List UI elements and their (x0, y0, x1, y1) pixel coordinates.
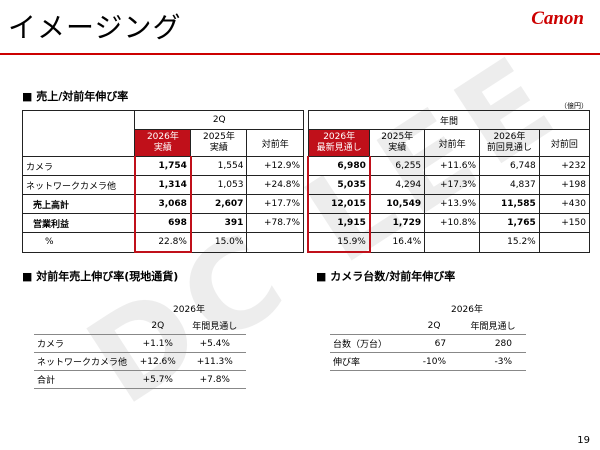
col-header: 年間見通し (460, 317, 526, 335)
cell: 280 (460, 334, 526, 353)
row-label: カメラ (34, 334, 132, 353)
cell: +17.7% (246, 194, 305, 214)
table-row: 台数（万台） 67 280 (330, 334, 526, 353)
row-label: ネットワークカメラ他 (34, 352, 132, 371)
cell: +5.4% (183, 334, 246, 353)
cell: +430 (538, 194, 591, 214)
cell (424, 232, 481, 253)
cell: -10% (408, 352, 461, 371)
cell: 1,729 (369, 213, 426, 233)
cell: +12.6% (132, 352, 184, 371)
row-label: カメラ (21, 156, 136, 176)
cell: 4,837 (479, 175, 540, 195)
cell: 6,748 (479, 156, 540, 176)
cell: 1,754 (133, 156, 192, 176)
cell: +17.3% (424, 175, 481, 195)
page-title: イメージング (8, 11, 182, 44)
cell: 22.8% (133, 232, 192, 253)
cell: 6,980 (307, 156, 371, 176)
cell: 5,035 (307, 175, 371, 195)
year-header: 2026年 (173, 305, 205, 315)
row-label: 合計 (34, 370, 132, 389)
cell: +150 (538, 213, 591, 233)
col-header: 2025年 実績 (369, 129, 426, 157)
cell: 11,585 (479, 194, 540, 214)
col-header: 年間見通し (183, 317, 246, 335)
cell: 1,765 (479, 213, 540, 233)
section-heading-camera-units: ■ カメラ台数/対前年伸び率 (316, 270, 456, 283)
table-row: カメラ +1.1% +5.4% (34, 334, 246, 353)
camera-units-table: 2026年 2Q 年間見通し 台数（万台） 67 280 伸び率 -10% -3… (330, 300, 526, 371)
sales-table-corner (21, 110, 136, 157)
cell: 6,255 (369, 156, 426, 176)
cell: 10,549 (369, 194, 426, 214)
table-row: 伸び率 -10% -3% (330, 352, 526, 371)
cell: +11.3% (183, 352, 246, 371)
cell (246, 232, 305, 253)
table-row: % 22.8% 15.0% 15.9% 16.4% 15.2% (21, 232, 591, 253)
cell (538, 232, 591, 253)
cell: +5.7% (132, 370, 184, 389)
table-row: 売上高計 3,068 2,607 +17.7% 12,015 10,549 +1… (21, 194, 591, 214)
cell: 698 (133, 213, 192, 233)
col-header: 2025年 実績 (190, 129, 248, 157)
cell: -3% (460, 352, 526, 371)
cell: 15.2% (479, 232, 540, 253)
row-label: 台数（万台） (330, 334, 408, 353)
cell: 1,554 (190, 156, 248, 176)
row-label: 伸び率 (330, 352, 408, 371)
section-heading-sales: ■ 売上/対前年伸び率 (22, 90, 129, 103)
page-number: 19 (577, 435, 590, 446)
cell: 15.0% (190, 232, 248, 253)
cell: +11.6% (424, 156, 481, 176)
col-header: 対前年 (424, 129, 481, 157)
col-header: 対前回 (538, 129, 591, 157)
local-currency-table: 2026年 2Q 年間見通し カメラ +1.1% +5.4% ネットワークカメラ… (34, 300, 246, 389)
row-label: ネットワークカメラ他 (21, 175, 136, 195)
row-label: 売上高計 (21, 194, 136, 214)
col-header: 対前年 (246, 129, 305, 157)
canon-logo: Canon (531, 8, 584, 29)
cell: 3,068 (133, 194, 192, 214)
row-label: % (21, 232, 136, 253)
cell: 1,053 (190, 175, 248, 195)
cell: 1,314 (133, 175, 192, 195)
table-row: 営業利益 698 391 +78.7% 1,915 1,729 +10.8% 1… (21, 213, 591, 233)
cell: 16.4% (369, 232, 426, 253)
cell: 4,294 (369, 175, 426, 195)
col-header: 2Q (408, 317, 461, 335)
table-row: 合計 +5.7% +7.8% (34, 370, 246, 389)
cell: +232 (538, 156, 591, 176)
cell: +1.1% (132, 334, 184, 353)
cell: 2,607 (190, 194, 248, 214)
cell: +12.9% (246, 156, 305, 176)
cell: +7.8% (183, 370, 246, 389)
cell: 391 (190, 213, 248, 233)
col-header: 2Q (132, 317, 184, 335)
table-row: カメラ 1,754 1,554 +12.9% 6,980 6,255 +11.6… (21, 156, 591, 176)
cell: +10.8% (424, 213, 481, 233)
group-2q-header: 2Q (134, 110, 305, 130)
sales-table: 2Q 年間 2026年 実績 2025年 実績 対前年 2026年 最新見通し … (21, 110, 591, 253)
col-header: 2026年 前回見通し (479, 129, 540, 157)
cell: +198 (538, 175, 591, 195)
unit-label: （億円） (560, 102, 588, 110)
cell: 12,015 (307, 194, 371, 214)
cell: +24.8% (246, 175, 305, 195)
title-rule (0, 53, 600, 55)
group-year-header: 年間 (307, 110, 591, 130)
col-header: 2026年 最新見通し (307, 129, 371, 157)
section-heading-local-currency: ■ 対前年売上伸び率(現地通貨) (22, 270, 179, 283)
cell: +78.7% (246, 213, 305, 233)
row-label: 営業利益 (21, 213, 136, 233)
cell: 1,915 (307, 213, 371, 233)
cell: 15.9% (307, 232, 371, 253)
col-header: 2026年 実績 (134, 129, 192, 157)
year-header: 2026年 (451, 305, 483, 315)
table-row: ネットワークカメラ他 +12.6% +11.3% (34, 352, 246, 371)
table-row: ネットワークカメラ他 1,314 1,053 +24.8% 5,035 4,29… (21, 175, 591, 195)
cell: 67 (408, 334, 461, 353)
cell: +13.9% (424, 194, 481, 214)
